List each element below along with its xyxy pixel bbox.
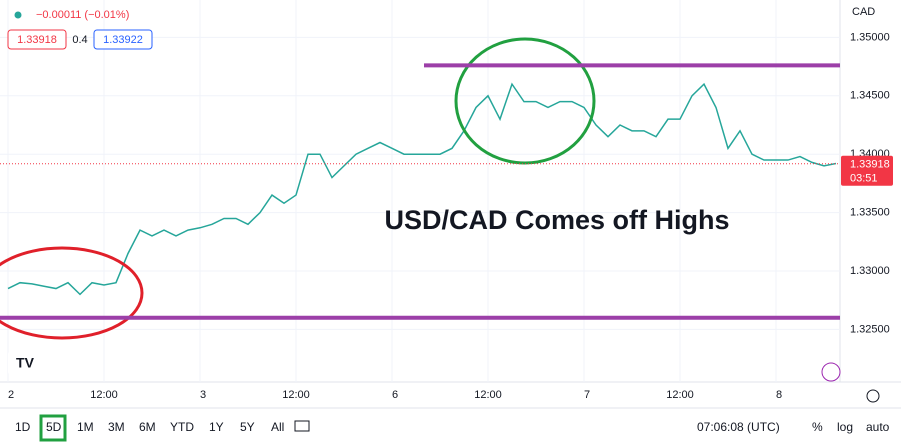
- highlight-circle: [454, 37, 596, 165]
- x-tick-label: 12:00: [666, 389, 694, 401]
- x-tick-label: 12:00: [474, 389, 502, 401]
- annotation: USD/CAD Comes off Highs: [384, 205, 729, 235]
- y-tick-label: 1.34500: [850, 90, 890, 102]
- range-button[interactable]: YTD: [170, 420, 194, 434]
- price-line: [7, 82, 837, 296]
- currency[interactable]: CAD: [852, 6, 875, 18]
- price-tag: [841, 155, 893, 186]
- range-button[interactable]: 5Y: [240, 420, 255, 434]
- axis-option[interactable]: auto: [866, 420, 890, 434]
- change: −0.00011 (−0.01%): [36, 9, 129, 21]
- ask[interactable]: 1.33922: [103, 34, 143, 46]
- status-dot: [14, 11, 22, 19]
- x-tick-label: 12:00: [90, 389, 118, 401]
- x-tick-label: 8: [776, 389, 782, 401]
- x-tick-label: 12:00: [282, 389, 310, 401]
- range-button[interactable]: 5D: [46, 420, 62, 434]
- spread: 0.4: [72, 34, 87, 46]
- bid-box[interactable]: [7, 29, 67, 50]
- range-button[interactable]: 1Y: [209, 420, 224, 434]
- range-button[interactable]: 1M: [77, 420, 94, 434]
- clock: 07:06:08 (UTC): [697, 420, 780, 434]
- x-tick-label: 2: [8, 389, 14, 401]
- axis-option[interactable]: log: [837, 420, 853, 434]
- y-tick-label: 1.32500: [850, 323, 890, 335]
- axis-option[interactable]: %: [812, 420, 823, 434]
- compare-icon[interactable]: [294, 420, 310, 432]
- y-tick-label: 1.35000: [850, 31, 890, 43]
- bid[interactable]: 1.33918: [17, 34, 57, 46]
- x-tick-label: 3: [200, 389, 206, 401]
- logo: [8, 350, 42, 376]
- countdown: 03:51: [850, 173, 878, 185]
- highlight-circle: [0, 246, 144, 340]
- ask-box[interactable]: [93, 29, 153, 50]
- y-tick-label: 1.33000: [850, 265, 890, 277]
- range-button[interactable]: 3M: [108, 420, 125, 434]
- range-active: [39, 414, 67, 442]
- settings-icon[interactable]: [866, 389, 880, 403]
- logo-mark: TV: [16, 355, 35, 371]
- range-button[interactable]: All: [271, 420, 284, 434]
- y-tick-label: 1.33500: [850, 207, 890, 219]
- lightning-icon[interactable]: [821, 362, 841, 382]
- x-tick-label: 6: [392, 389, 398, 401]
- x-tick-label: 7: [584, 389, 590, 401]
- range-button[interactable]: 1D: [15, 420, 31, 434]
- price-tag-label: 1.33918: [850, 159, 890, 171]
- range-button[interactable]: 6M: [139, 420, 156, 434]
